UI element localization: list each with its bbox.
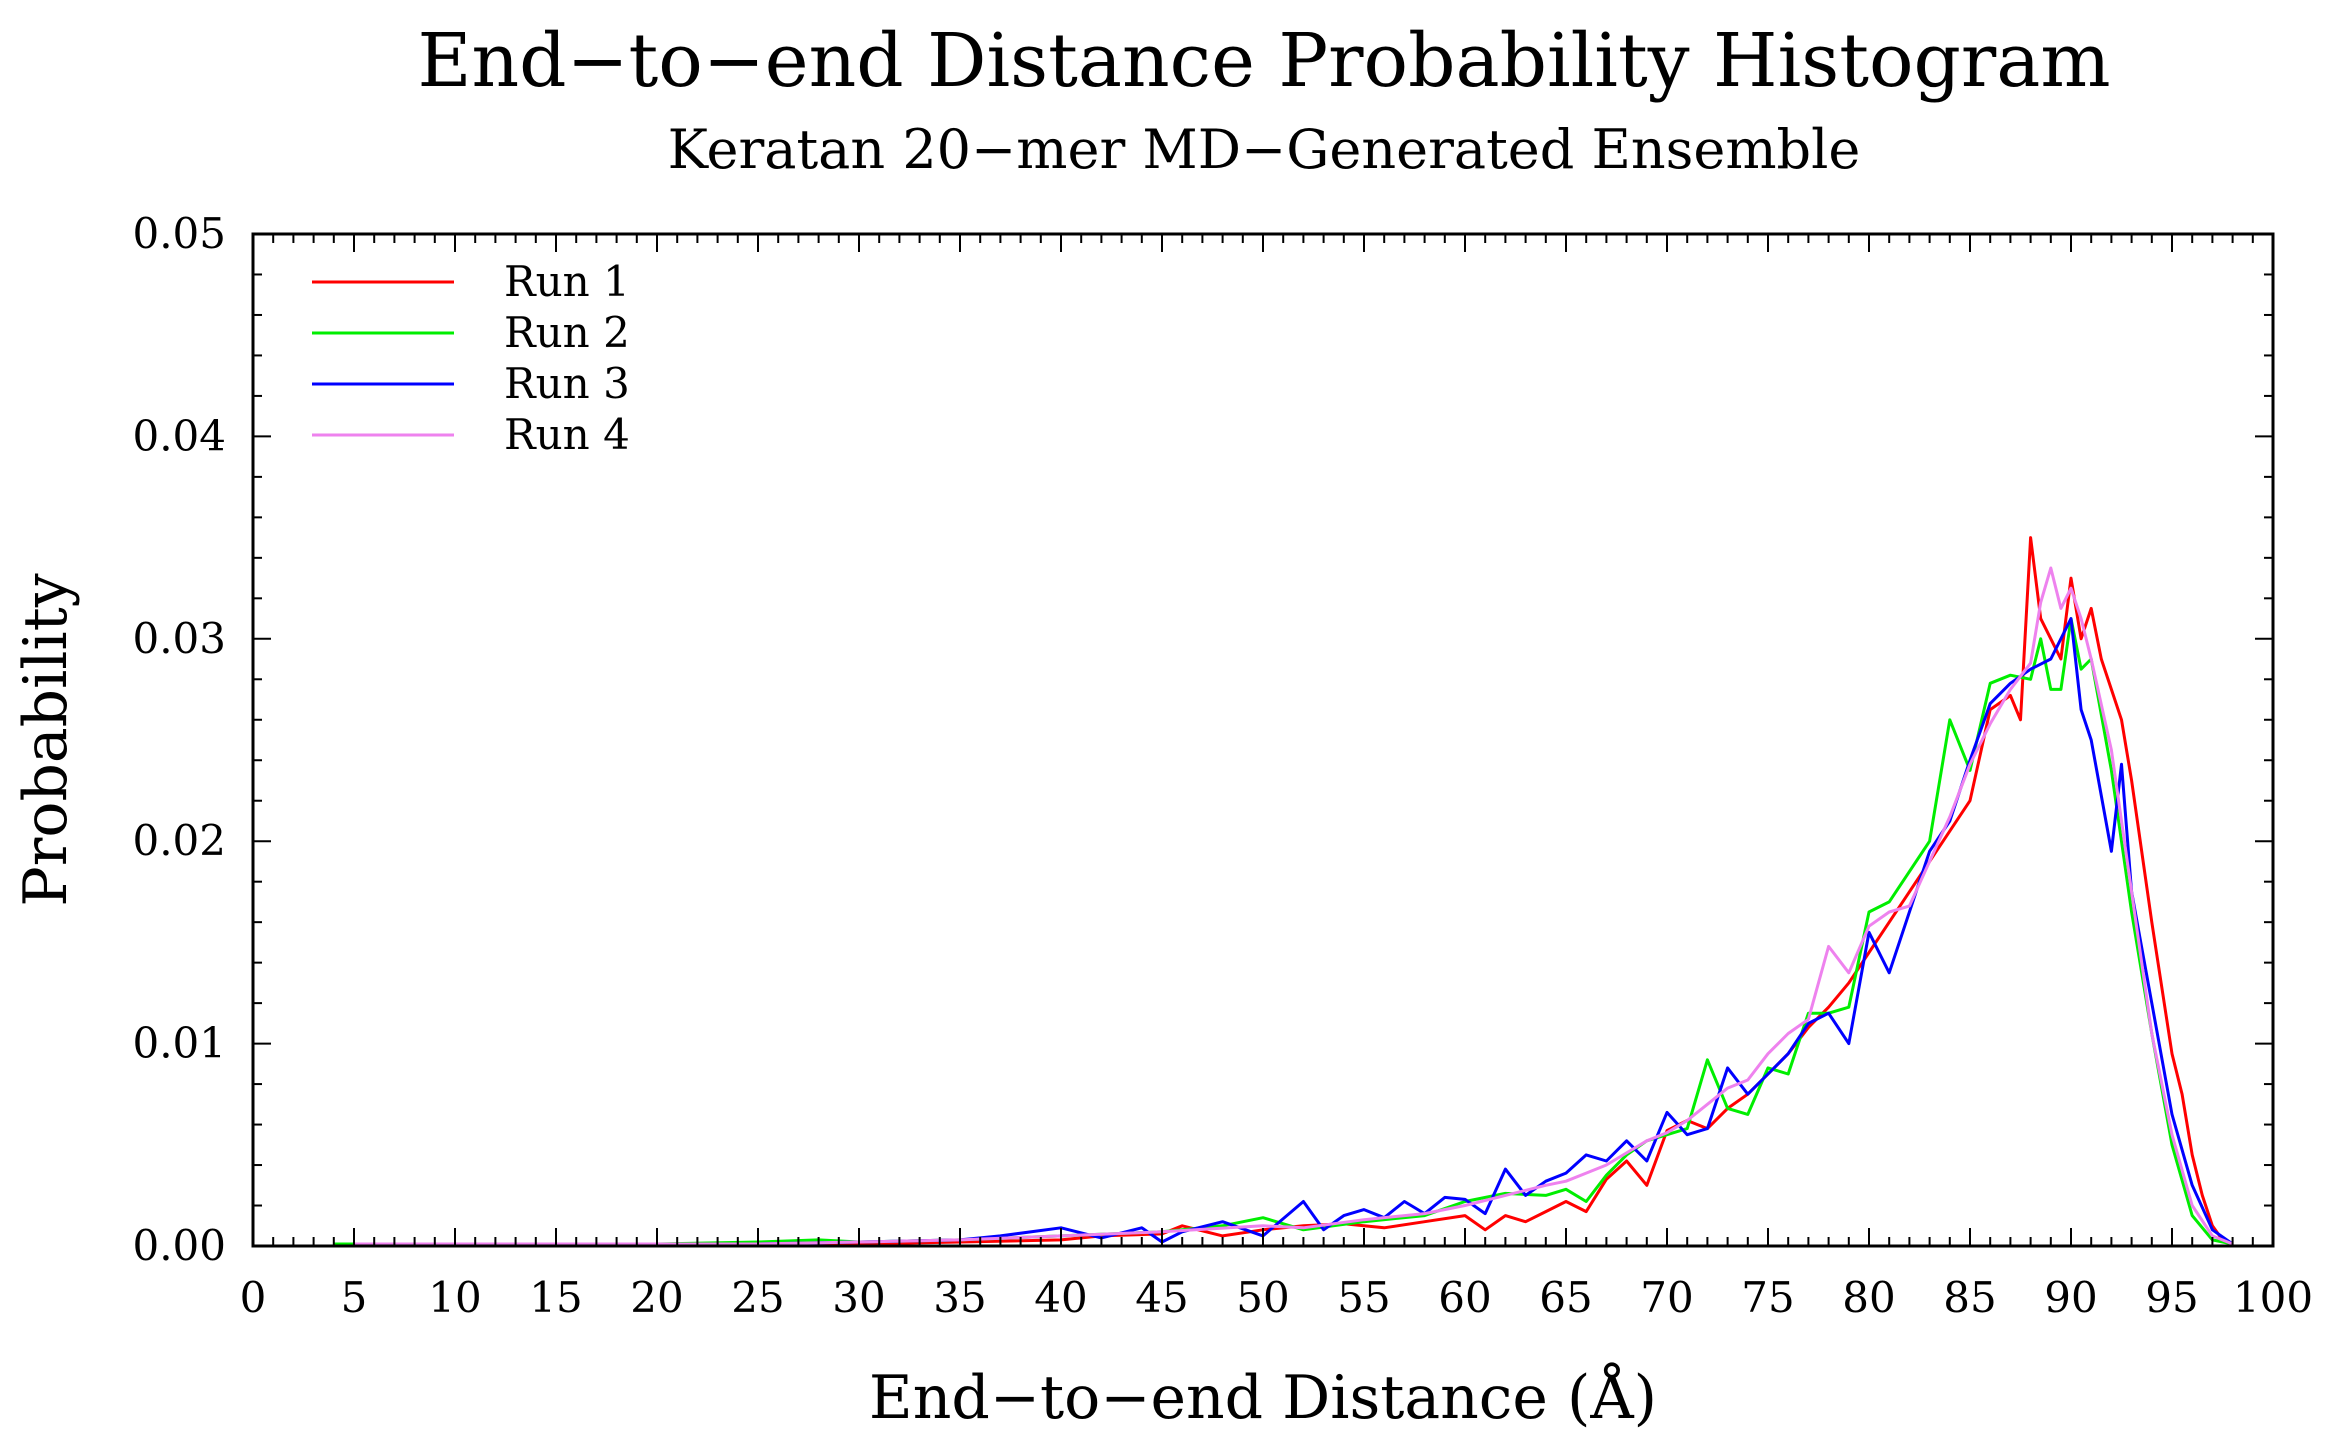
x-tick-label: 0 (240, 1273, 267, 1322)
y-tick-label: 0.01 (132, 1019, 226, 1068)
series-line-run-3 (354, 617, 2234, 1246)
x-tick-label: 85 (1943, 1273, 1996, 1322)
y-tick-label: 0.03 (132, 614, 226, 663)
x-tick-label: 25 (731, 1273, 784, 1322)
x-tick-label: 55 (1337, 1273, 1390, 1322)
series-line-run-2 (333, 617, 2233, 1246)
y-tick-label: 0.05 (132, 209, 226, 258)
x-tick-label: 90 (2044, 1273, 2097, 1322)
legend-label-run-2: Run 2 (504, 308, 630, 357)
ticks-layer: 0 5 10 15 20 25 30 35 40 45 50 55 60 65 70 75 80 85 90 95 10… (132, 209, 2313, 1322)
x-tick-label: 5 (341, 1273, 368, 1322)
series-line-run-4 (354, 566, 2234, 1246)
legend-label-run-3: Run 3 (504, 359, 630, 408)
series-line-run-1 (333, 536, 2234, 1246)
x-tick-label: 70 (1640, 1273, 1693, 1322)
y-tick-label: 0.00 (132, 1221, 226, 1270)
chart-title: End−to−end Distance Probability Histogra… (417, 18, 2110, 104)
x-axis-label: End−to−end Distance (Å) (869, 1362, 1657, 1433)
x-tick-label: 10 (428, 1273, 481, 1322)
x-tick-label: 80 (1842, 1273, 1895, 1322)
x-tick-label: 60 (1438, 1273, 1491, 1322)
x-tick-label: 15 (529, 1273, 582, 1322)
y-tick-label: 0.02 (132, 816, 226, 865)
x-tick-label: 20 (630, 1273, 683, 1322)
x-tick-label: 45 (1135, 1273, 1188, 1322)
series-layer (333, 536, 2234, 1246)
plot-frame (251, 232, 2275, 1248)
chart-subtitle: Keratan 20−mer MD−Generated Ensemble (668, 118, 1861, 181)
legend-label-run-4: Run 4 (504, 410, 630, 459)
x-tick-label: 65 (1539, 1273, 1592, 1322)
x-tick-label: 40 (1034, 1273, 1087, 1322)
x-tick-label: 100 (2233, 1273, 2313, 1322)
x-tick-label: 75 (1741, 1273, 1794, 1322)
x-tick-label: 95 (2145, 1273, 2198, 1322)
legend-label-run-1: Run 1 (504, 257, 630, 306)
y-axis-label: Probability (11, 573, 81, 906)
x-tick-label: 35 (933, 1273, 986, 1322)
x-tick-label: 30 (832, 1273, 885, 1322)
x-tick-label: 50 (1236, 1273, 1289, 1322)
y-tick-label: 0.04 (132, 411, 226, 460)
